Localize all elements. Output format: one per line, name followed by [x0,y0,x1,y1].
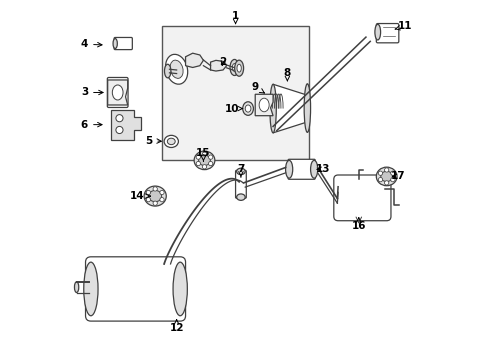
Circle shape [116,114,123,122]
Text: 14: 14 [130,191,150,201]
Ellipse shape [167,138,175,145]
Ellipse shape [269,84,276,133]
Circle shape [146,198,150,202]
Ellipse shape [259,98,268,112]
FancyBboxPatch shape [114,37,132,50]
Ellipse shape [164,135,178,148]
Ellipse shape [144,186,166,206]
Ellipse shape [244,105,250,112]
FancyBboxPatch shape [107,77,128,108]
FancyBboxPatch shape [85,257,185,321]
Ellipse shape [232,64,236,71]
Ellipse shape [304,84,310,132]
Text: 9: 9 [251,82,264,93]
Ellipse shape [242,102,253,115]
Ellipse shape [112,85,123,100]
Text: 8: 8 [283,68,290,81]
Ellipse shape [380,171,392,181]
Circle shape [390,177,394,182]
Text: 6: 6 [81,120,102,130]
Text: 12: 12 [169,320,183,333]
Text: 11: 11 [394,21,412,31]
Circle shape [208,155,212,159]
Ellipse shape [83,262,98,316]
Ellipse shape [236,194,244,201]
Text: 13: 13 [315,164,330,174]
Ellipse shape [198,155,210,166]
Text: 16: 16 [351,218,366,231]
Polygon shape [107,80,127,105]
Text: 10: 10 [224,104,242,113]
Text: 7: 7 [237,164,244,177]
Text: 2: 2 [219,57,226,67]
Circle shape [153,201,157,205]
Circle shape [160,198,164,202]
Circle shape [116,126,123,134]
FancyBboxPatch shape [235,170,246,198]
Polygon shape [110,110,141,140]
Text: 15: 15 [196,148,210,161]
Ellipse shape [237,64,241,72]
Ellipse shape [164,64,171,78]
Ellipse shape [236,168,244,175]
Text: 17: 17 [390,171,405,181]
Ellipse shape [74,282,79,293]
Polygon shape [255,94,272,116]
Text: 4: 4 [81,39,102,49]
Circle shape [378,171,382,175]
Circle shape [378,177,382,182]
Text: 3: 3 [81,87,103,98]
Circle shape [202,165,206,169]
Ellipse shape [170,60,183,78]
Bar [162,26,308,160]
Circle shape [208,161,212,166]
Text: 5: 5 [145,136,161,146]
Ellipse shape [148,190,162,202]
Ellipse shape [173,262,187,316]
Circle shape [153,187,157,191]
FancyBboxPatch shape [333,175,390,221]
Circle shape [384,181,388,185]
Polygon shape [210,60,226,71]
Polygon shape [185,53,203,67]
Ellipse shape [194,151,214,170]
Circle shape [202,152,206,156]
Circle shape [160,190,164,195]
Ellipse shape [310,160,317,178]
Ellipse shape [113,39,117,49]
FancyBboxPatch shape [287,159,315,179]
Ellipse shape [376,167,396,186]
FancyBboxPatch shape [376,23,398,43]
Ellipse shape [374,24,380,40]
Ellipse shape [285,160,292,178]
Ellipse shape [165,54,187,84]
Circle shape [384,168,388,172]
Ellipse shape [234,60,243,76]
Circle shape [146,190,150,195]
Circle shape [196,161,200,166]
Polygon shape [272,84,307,133]
Circle shape [390,171,394,175]
Circle shape [196,155,200,159]
Text: 1: 1 [231,11,239,24]
Ellipse shape [229,59,239,76]
